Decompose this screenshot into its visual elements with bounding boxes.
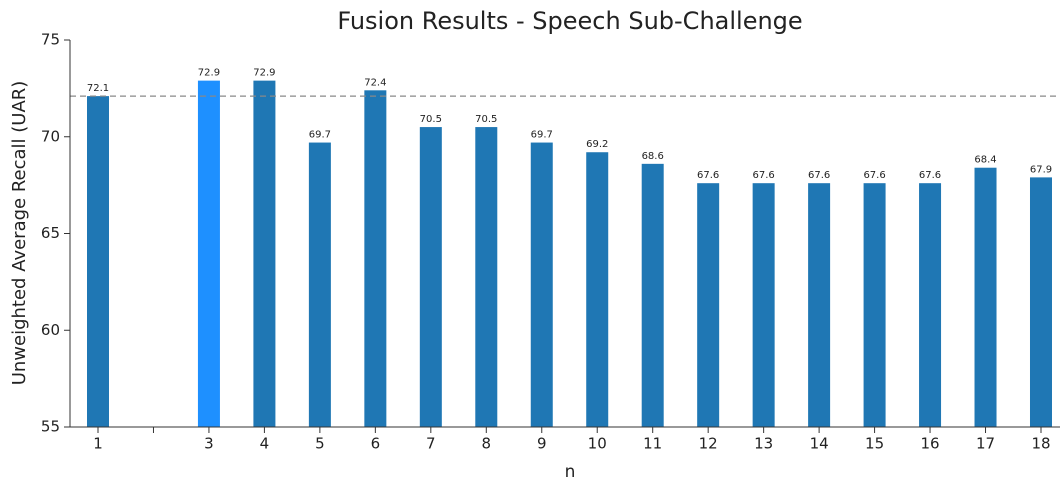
x-tick-label: 8 (482, 435, 492, 453)
bar (808, 183, 831, 427)
y-tick-label: 55 (41, 418, 60, 436)
x-tick-label: 5 (315, 435, 325, 453)
bar (87, 96, 109, 428)
value-label: 67.6 (863, 170, 885, 181)
value-label: 67.6 (919, 170, 941, 181)
bar (641, 163, 664, 427)
value-label: 69.7 (309, 130, 331, 141)
x-tick-label: 17 (976, 435, 995, 453)
y-axis-label: Unweighted Average Recall (UAR) (9, 81, 30, 386)
x-tick-label: 16 (921, 435, 940, 453)
y-tick-label: 65 (41, 224, 60, 242)
bar (752, 183, 775, 427)
bar (863, 183, 886, 427)
x-tick-label: 12 (699, 435, 718, 453)
bar (1029, 177, 1052, 427)
value-label: 70.5 (420, 114, 442, 125)
value-label: 68.6 (642, 151, 664, 162)
value-label: 69.2 (586, 139, 608, 150)
x-tick-label: 10 (588, 435, 607, 453)
x-tick-label: 3 (204, 435, 214, 453)
x-tick-label: 9 (537, 435, 547, 453)
value-label: 67.9 (1030, 164, 1052, 175)
y-tick-label: 70 (41, 127, 60, 145)
value-label: 72.9 (198, 68, 220, 79)
x-tick-label: 4 (260, 435, 270, 453)
x-tick-label: 18 (1031, 435, 1050, 453)
value-label: 69.7 (531, 130, 553, 141)
bar (308, 142, 331, 427)
value-label: 68.4 (974, 155, 996, 166)
bar (364, 90, 387, 427)
value-label: 67.6 (697, 170, 719, 181)
x-tick-label: 11 (643, 435, 662, 453)
x-tick-label: 15 (865, 435, 884, 453)
value-label: 72.4 (364, 77, 386, 88)
bar (974, 167, 997, 427)
bar (419, 127, 442, 427)
x-tick-label: 7 (426, 435, 436, 453)
value-label: 67.6 (808, 170, 830, 181)
y-tick-label: 60 (41, 321, 60, 339)
x-tick-label: 13 (754, 435, 773, 453)
chart-title: Fusion Results - Speech Sub-Challenge (337, 7, 802, 35)
x-axis-label: n (565, 462, 576, 482)
value-label: 67.6 (753, 170, 775, 181)
x-tick-label: 6 (371, 435, 381, 453)
value-label: 72.1 (87, 83, 109, 94)
bar (919, 183, 942, 427)
bar (530, 142, 553, 427)
bar (475, 127, 498, 427)
bar (697, 183, 720, 427)
bar (253, 80, 276, 427)
x-tick-label: 1 (93, 435, 103, 453)
y-tick-label: 75 (41, 31, 60, 49)
x-tick-label: 14 (810, 435, 829, 453)
value-label: 72.9 (253, 68, 275, 79)
bar (197, 80, 220, 427)
bar (586, 152, 609, 428)
value-label: 70.5 (475, 114, 497, 125)
